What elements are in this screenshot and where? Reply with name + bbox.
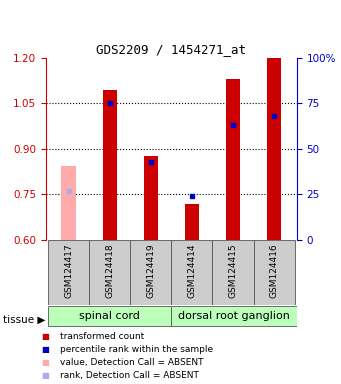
Bar xyxy=(172,240,212,305)
Bar xyxy=(48,306,172,326)
Text: ■: ■ xyxy=(41,358,49,367)
Text: GSM124419: GSM124419 xyxy=(146,243,155,298)
Bar xyxy=(48,240,89,305)
Title: GDS2209 / 1454271_at: GDS2209 / 1454271_at xyxy=(97,43,246,56)
Bar xyxy=(226,79,240,240)
Bar xyxy=(89,240,130,305)
Text: rank, Detection Call = ABSENT: rank, Detection Call = ABSENT xyxy=(60,371,198,380)
Bar xyxy=(253,240,295,305)
Bar xyxy=(172,306,297,326)
Text: GSM124415: GSM124415 xyxy=(228,243,237,298)
Text: percentile rank within the sample: percentile rank within the sample xyxy=(60,345,213,354)
Text: GSM124416: GSM124416 xyxy=(270,243,279,298)
Text: GSM124417: GSM124417 xyxy=(64,243,73,298)
Text: value, Detection Call = ABSENT: value, Detection Call = ABSENT xyxy=(60,358,203,367)
Text: GSM124414: GSM124414 xyxy=(188,243,196,298)
Text: ■: ■ xyxy=(41,332,49,341)
Bar xyxy=(61,166,76,240)
Bar xyxy=(144,156,158,240)
Bar xyxy=(130,240,172,305)
Text: ■: ■ xyxy=(41,371,49,380)
Text: transformed count: transformed count xyxy=(60,332,144,341)
Text: spinal cord: spinal cord xyxy=(79,311,140,321)
Bar xyxy=(185,204,199,240)
Bar xyxy=(212,240,253,305)
Text: dorsal root ganglion: dorsal root ganglion xyxy=(178,311,290,321)
Bar xyxy=(267,58,281,240)
Text: GSM124418: GSM124418 xyxy=(105,243,114,298)
Bar xyxy=(103,89,117,240)
Text: ■: ■ xyxy=(41,345,49,354)
Text: tissue ▶: tissue ▶ xyxy=(3,315,46,325)
